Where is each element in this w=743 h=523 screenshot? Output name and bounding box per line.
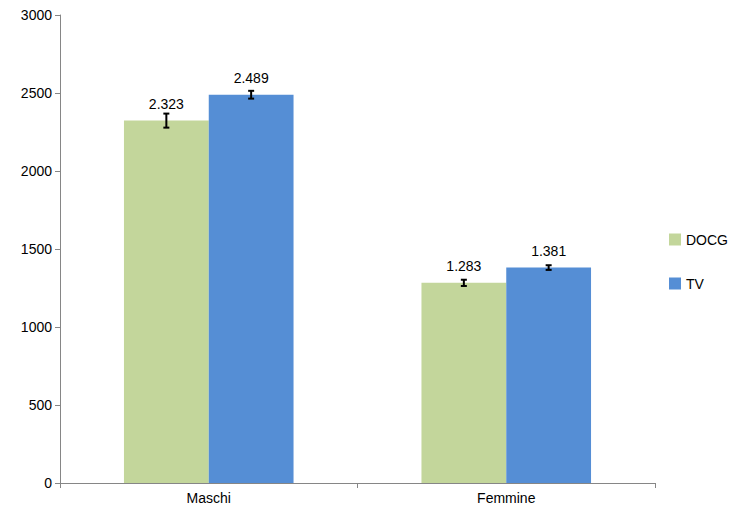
- svg-text:Femmine: Femmine: [477, 490, 536, 506]
- svg-text:TV: TV: [686, 276, 705, 292]
- svg-text:1000: 1000: [21, 319, 52, 335]
- svg-text:1.381: 1.381: [531, 243, 566, 259]
- svg-text:1500: 1500: [21, 241, 52, 257]
- svg-text:1.283: 1.283: [446, 258, 481, 274]
- svg-text:2000: 2000: [21, 163, 52, 179]
- svg-text:Maschi: Maschi: [187, 490, 231, 506]
- svg-text:2500: 2500: [21, 85, 52, 101]
- svg-text:DOCG: DOCG: [686, 232, 728, 248]
- svg-text:3000: 3000: [21, 7, 52, 23]
- svg-text:500: 500: [29, 397, 53, 413]
- svg-text:2.323: 2.323: [149, 96, 184, 112]
- svg-text:2.489: 2.489: [234, 70, 269, 86]
- svg-text:0: 0: [44, 475, 52, 491]
